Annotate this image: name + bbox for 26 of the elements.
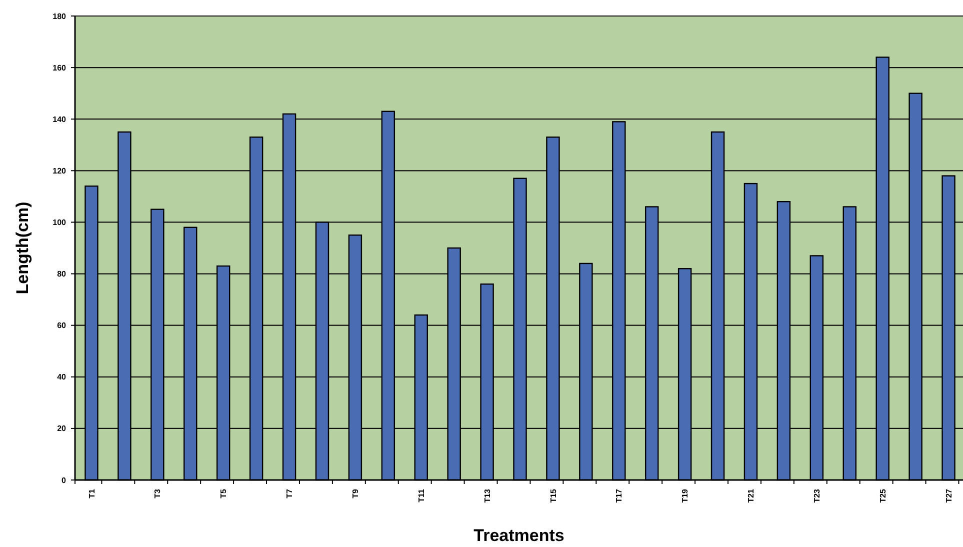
y-tick-label: 20	[57, 424, 67, 434]
y-tick-label: 80	[57, 270, 67, 279]
x-tick-label: T27	[944, 488, 954, 503]
y-tick-label: 160	[52, 63, 67, 72]
y-tick-label: 0	[62, 476, 67, 485]
x-tick-label: T3	[153, 488, 162, 498]
y-tick-label: 140	[52, 114, 67, 124]
x-tick-label: T9	[350, 488, 360, 498]
y-axis-title: Length(cm)	[13, 202, 32, 294]
x-tick-label: T7	[285, 488, 294, 498]
x-tick-label: T17	[614, 488, 624, 503]
x-tick-label: T15	[548, 488, 558, 503]
x-tick-label: T5	[219, 488, 228, 498]
y-tick-label: 120	[52, 166, 67, 176]
y-tick-label: 40	[57, 372, 67, 382]
y-tick-label: 60	[57, 321, 67, 330]
y-tick-label: 100	[52, 218, 67, 228]
x-tick-label: T13	[482, 488, 492, 503]
y-tick-label: 180	[52, 12, 67, 21]
x-tick-label: T11	[416, 488, 426, 502]
x-tick-label: T21	[746, 488, 756, 503]
x-axis-title: Treatments	[474, 526, 564, 545]
x-tick-label: T25	[878, 488, 888, 503]
x-tick-label: T19	[680, 488, 690, 503]
x-tick-label: T1	[87, 488, 96, 498]
x-tick-label: T23	[812, 488, 822, 503]
